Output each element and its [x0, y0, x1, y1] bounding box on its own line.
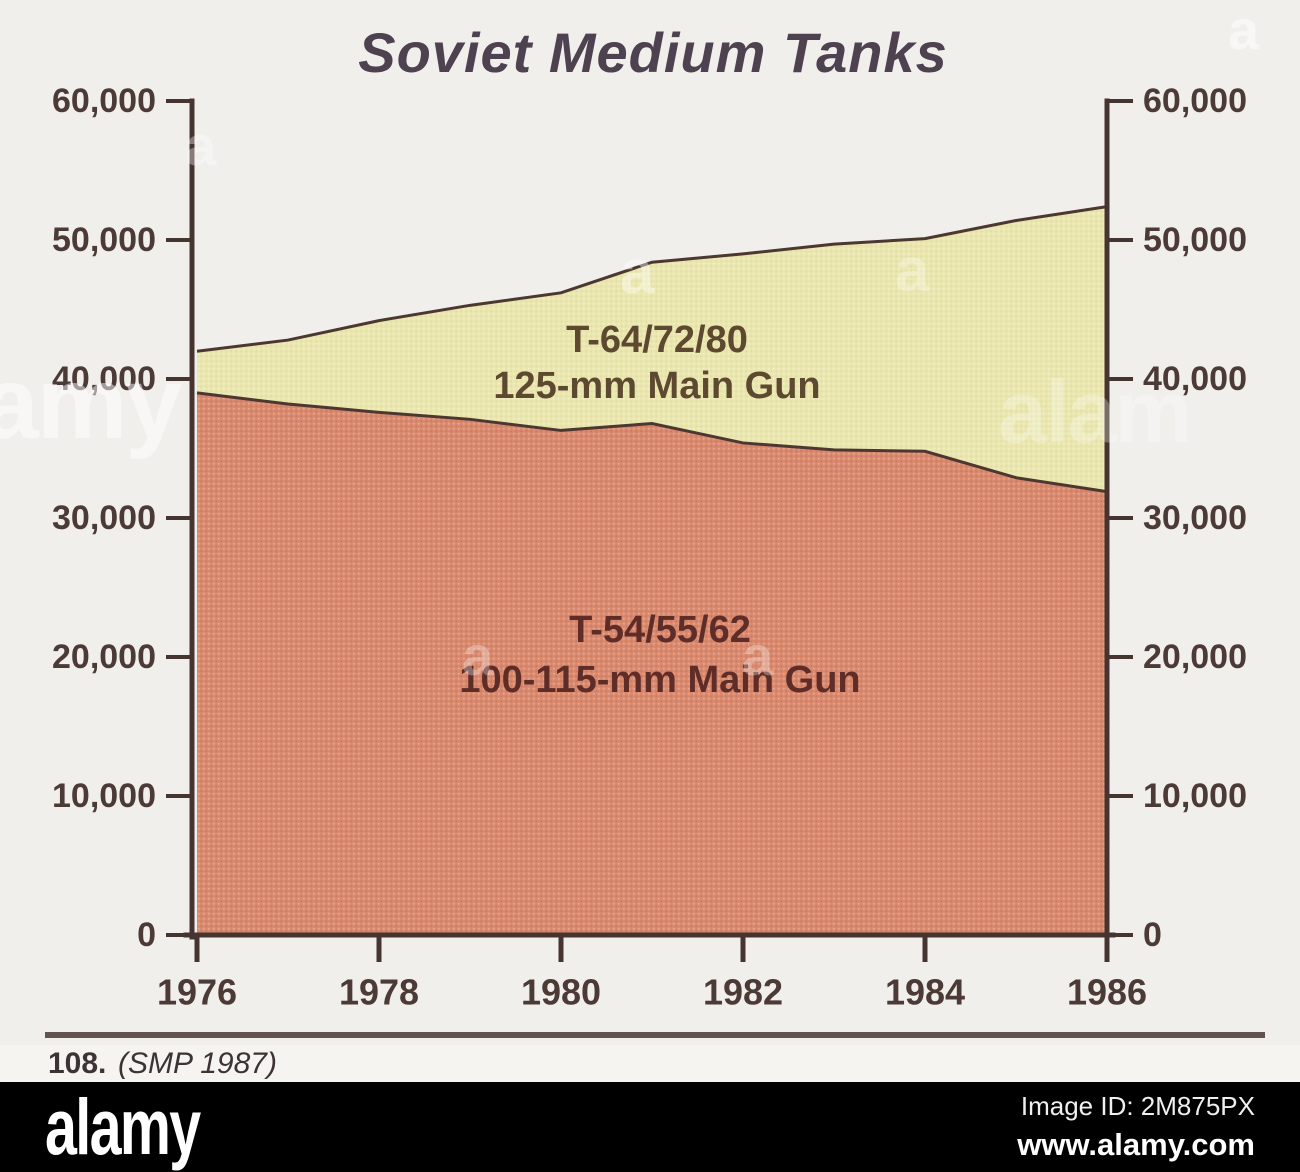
chart-axes: 0 0 10,000 10,000 20,000 20,000 30,000 30,000 40…	[52, 82, 1247, 1013]
series-label-t64-line2: 125-mm Main Gun	[493, 365, 820, 407]
area-t54-55-62	[197, 392, 1107, 935]
x-tick-label: 1980	[521, 972, 601, 1013]
series-label-t54-line2: 100-115-mm Main Gun	[459, 659, 860, 701]
y-tick-label-left: 40,000	[52, 360, 156, 398]
y-tick-label-right: 30,000	[1143, 499, 1247, 537]
caption-number: 108.	[48, 1047, 106, 1080]
y-tick-label-left: 30,000	[52, 499, 156, 537]
y-tick-label-left: 60,000	[52, 82, 156, 120]
area-t64-72-80	[197, 206, 1107, 492]
y-tick-label-left: 50,000	[52, 221, 156, 259]
y-tick-label-right: 50,000	[1143, 221, 1247, 259]
footer-meta: Image ID: 2M875PX www.alamy.com	[1017, 1091, 1255, 1163]
stacked-area-chart: Soviet Medium Tanks 0 0 10,000 10,000 20,000…	[0, 21, 1300, 1082]
alamy-logo: alamy	[45, 1083, 201, 1171]
series-label-t54-line1: T-54/55/62	[569, 609, 751, 651]
x-tick-label: 1982	[703, 972, 783, 1013]
y-tick-label-right: 20,000	[1143, 638, 1247, 676]
alamy-url-text: www.alamy.com	[1017, 1127, 1255, 1162]
boundary-line-total	[196, 205, 1108, 353]
alamy-footer-bar: alamy Image ID: 2M875PX www.alamy.com	[0, 1082, 1300, 1172]
y-tick-label-left: 0	[137, 916, 156, 954]
image-id-text: Image ID: 2M875PX	[1020, 1091, 1255, 1121]
boundary-line-t54	[196, 391, 1108, 494]
y-tick-label-left: 10,000	[52, 777, 156, 815]
y-tick-label-right: 40,000	[1143, 360, 1247, 398]
y-tick-label-right: 60,000	[1143, 82, 1247, 120]
chart-title: Soviet Medium Tanks	[358, 21, 948, 84]
caption-source: (SMP 1987)	[118, 1047, 277, 1080]
y-tick-label-right: 0	[1143, 916, 1162, 954]
x-tick-label: 1978	[339, 972, 419, 1013]
caption-background-strip	[0, 1045, 1300, 1082]
x-tick-label: 1976	[157, 972, 237, 1013]
x-tick-label: 1984	[885, 972, 965, 1013]
y-tick-label-right: 10,000	[1143, 777, 1247, 815]
series-label-t64-line1: T-64/72/80	[566, 319, 748, 361]
chart-areas	[196, 205, 1108, 935]
y-tick-label-left: 20,000	[52, 638, 156, 676]
x-tick-label: 1986	[1067, 972, 1147, 1013]
